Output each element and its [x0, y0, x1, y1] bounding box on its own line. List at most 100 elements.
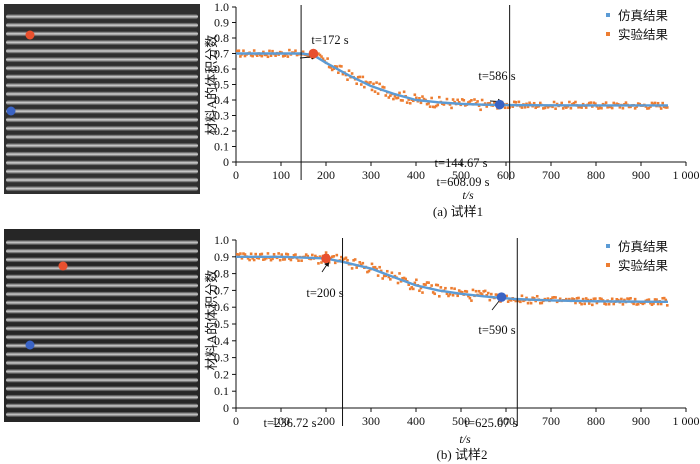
experiment-point [269, 54, 273, 57]
experiment-point [653, 298, 657, 301]
legend-swatch-experiment [606, 32, 610, 36]
experiment-point [237, 253, 241, 257]
experiment-point [448, 103, 452, 106]
experiment-point [392, 97, 395, 101]
highlight-marker [308, 48, 319, 59]
reference-line-label: t=625.07 s [465, 416, 518, 430]
experiment-point [506, 300, 510, 303]
x-tick-label: 300 [362, 414, 380, 428]
experiment-point [520, 294, 524, 298]
experiment-point [271, 257, 274, 261]
y-tick-label: 1.0 [214, 0, 229, 14]
x-tick-label: 300 [362, 168, 380, 182]
experiment-point [598, 297, 602, 300]
experiment-point [565, 297, 568, 301]
experiment-point [378, 82, 381, 86]
experiment-point [269, 258, 273, 262]
experiment-point [664, 298, 668, 302]
experiment-point [572, 298, 576, 301]
x-tick-label: 400 [407, 168, 425, 182]
experiment-point [381, 85, 384, 89]
experiment-point [578, 105, 582, 109]
experiment-point [436, 283, 440, 287]
y-tick-label: 0.5 [214, 317, 229, 331]
experiment-point [662, 105, 666, 109]
y-tick-label: 0.7 [214, 283, 229, 297]
experiment-point [257, 257, 261, 260]
experiment-point [621, 106, 625, 110]
experiment-point [523, 105, 527, 109]
experiment-point [512, 100, 516, 104]
experiment-point [506, 106, 510, 110]
experiment-point [430, 96, 433, 100]
experiment-point [358, 75, 362, 79]
experiment-point [430, 284, 433, 287]
experiment-point [428, 105, 432, 108]
experiment-point [399, 280, 403, 283]
experiment-point [295, 53, 299, 57]
experiment-point [479, 108, 482, 112]
experiment-point [554, 296, 557, 299]
experiment-point [408, 287, 412, 291]
experiment-point [350, 72, 354, 75]
experiment-point [361, 75, 365, 79]
experiment-point [320, 261, 323, 264]
experiment-point [367, 269, 371, 273]
experiment-point [239, 252, 242, 255]
experiment-point [558, 297, 562, 301]
experiment-point [600, 297, 603, 301]
experiment-point [242, 49, 245, 53]
experiment-point [643, 301, 646, 305]
experiment-point [288, 257, 291, 260]
experiment-point [376, 92, 380, 95]
experiment-point [375, 267, 378, 271]
experiment-point [407, 98, 411, 101]
experiment-point [433, 105, 437, 109]
experiment-point [629, 105, 632, 109]
y-tick-label: 0.4 [214, 93, 229, 107]
experiment-point [587, 101, 591, 105]
experiment-point [577, 105, 580, 109]
experiment-point [254, 252, 258, 256]
x-tick-label: 200 [317, 168, 335, 182]
x-tick-label: 0 [233, 168, 239, 182]
experiment-point [445, 97, 449, 101]
experiment-point [503, 106, 507, 110]
experiment-point [594, 102, 597, 106]
experiment-point [311, 253, 314, 257]
experiment-point [381, 277, 384, 280]
experiment-point [661, 296, 664, 300]
experiment-point [485, 105, 489, 108]
experiment-point [486, 102, 490, 105]
experiment-point [486, 291, 490, 295]
experiment-point [511, 105, 515, 108]
experiment-point [615, 102, 619, 106]
y-tick-label: 0.6 [214, 62, 229, 76]
experiment-point [581, 297, 585, 301]
experiment-point [473, 98, 476, 101]
highlight-marker [494, 99, 505, 110]
experiment-point [265, 256, 268, 260]
experiment-point [373, 90, 377, 93]
y-axis-label: 材料A的体积分数 [204, 270, 219, 370]
experiment-point [372, 266, 375, 269]
legend-label-simulation: 仿真结果 [618, 240, 669, 254]
experiment-point [249, 252, 253, 256]
experiment-point [650, 101, 654, 105]
experiment-point [387, 96, 391, 99]
experiment-point [340, 255, 343, 259]
experiment-point [467, 101, 470, 104]
experiment-point [337, 71, 340, 75]
experiment-point [359, 83, 363, 86]
experiment-point [378, 265, 381, 269]
experiment-point [240, 257, 244, 260]
experiment-point [517, 299, 521, 303]
experiment-point [529, 301, 533, 305]
experiment-point [477, 289, 481, 293]
experiment-point [578, 301, 582, 304]
y-tick-label: 0.8 [214, 31, 229, 45]
experiment-point [569, 106, 573, 110]
experiment-point [459, 290, 463, 294]
